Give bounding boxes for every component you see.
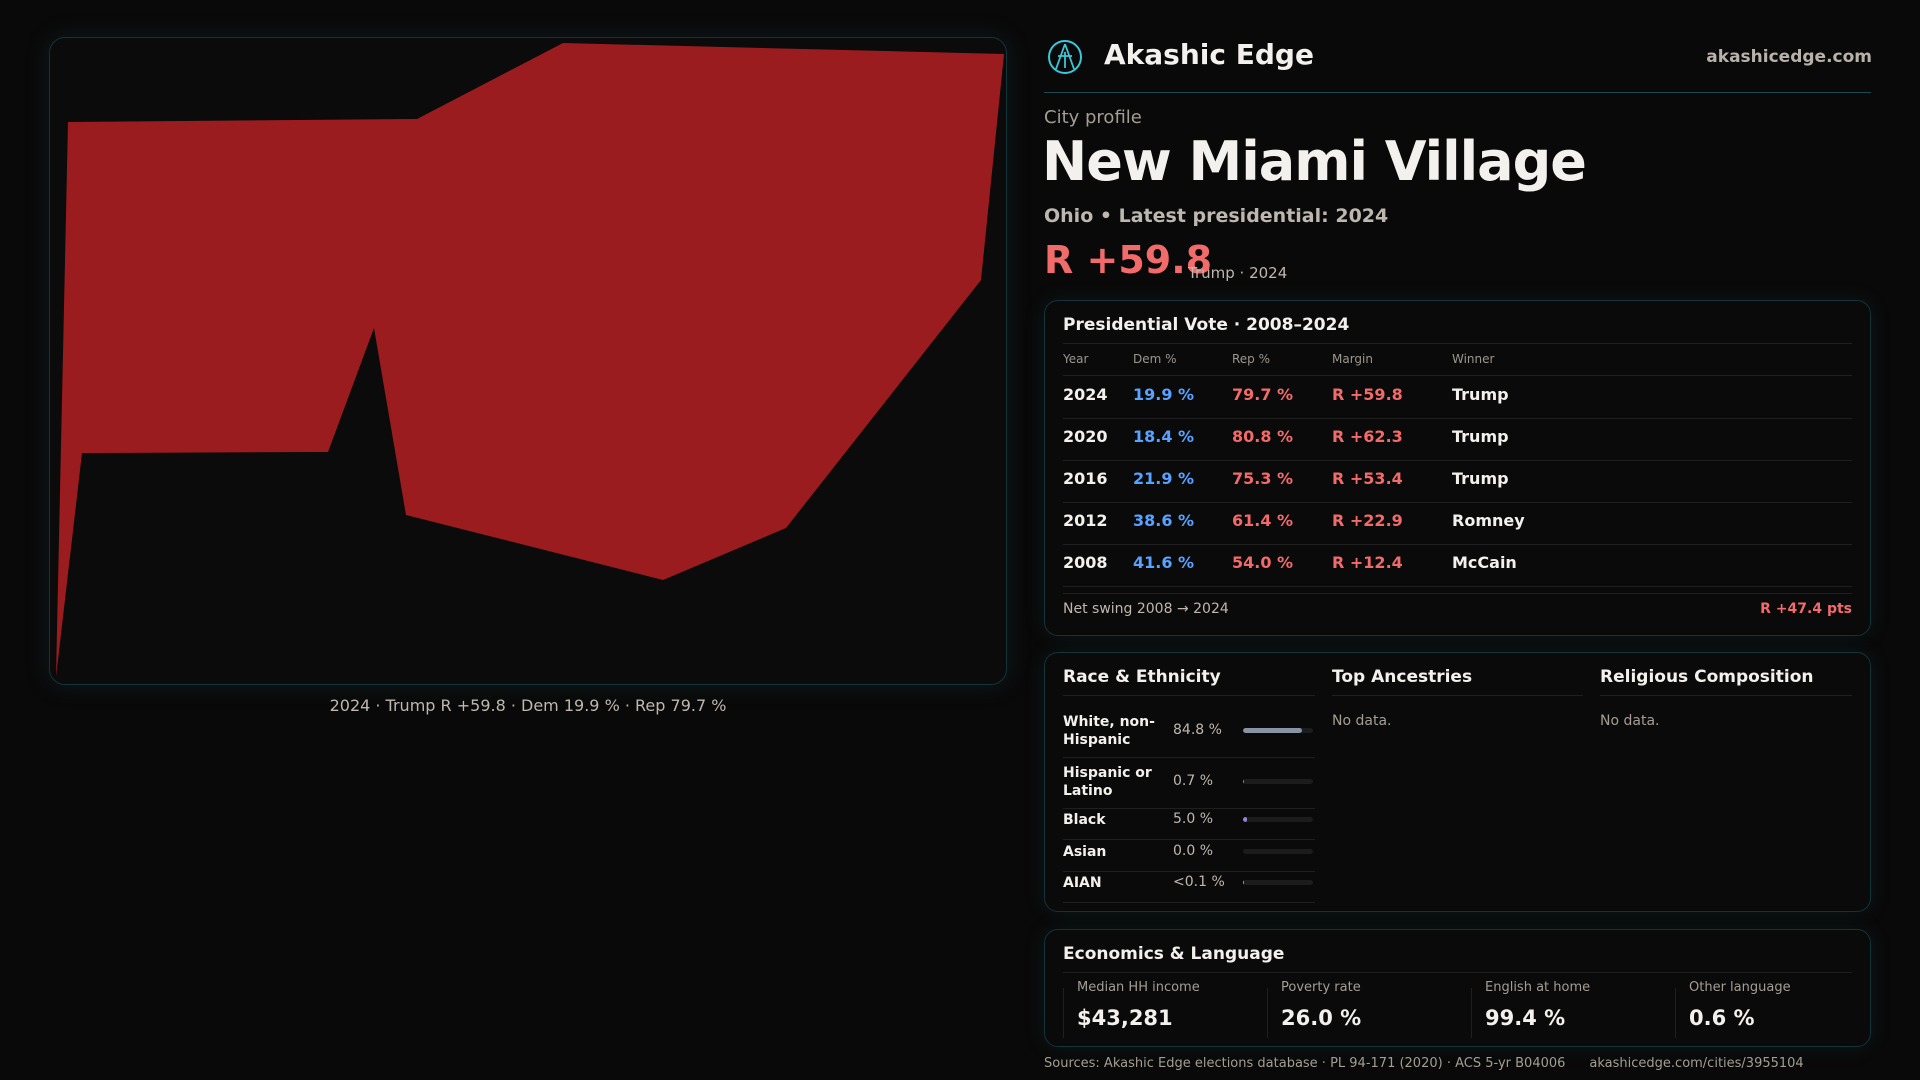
race-bar (1243, 728, 1313, 733)
presidential-vote-card: Presidential Vote · 2008–2024 Year Dem % R… (1044, 300, 1871, 636)
race-title: Race & Ethnicity (1063, 667, 1221, 687)
column-header: Rep % (1232, 352, 1271, 366)
net-swing-value: R +47.4 pts (1760, 601, 1852, 617)
table-cell: R +22.9 (1332, 511, 1403, 530)
table-cell: 80.8 % (1232, 427, 1294, 446)
header-divider (1044, 92, 1871, 93)
ancestry-title: Top Ancestries (1332, 667, 1473, 687)
table-cell: 2008 (1063, 553, 1108, 572)
econ-value: 99.4 % (1485, 1006, 1566, 1030)
table-cell: R +53.4 (1332, 469, 1403, 488)
table-cell: 18.4 % (1133, 427, 1195, 446)
table-cell: Trump (1452, 427, 1509, 446)
race-value: 5.0 % (1173, 811, 1214, 827)
city-boundary-shape (56, 43, 1004, 677)
econ-title: Economics & Language (1063, 944, 1285, 964)
table-cell: McCain (1452, 553, 1517, 572)
ancestry-empty: No data. (1332, 713, 1392, 729)
table-cell: 2024 (1063, 385, 1108, 404)
site-link[interactable]: akashicedge.com (1706, 47, 1872, 67)
table-cell: Trump (1452, 385, 1509, 404)
table-cell: 75.3 % (1232, 469, 1294, 488)
religion-title: Religious Composition (1600, 667, 1814, 687)
race-value: <0.1 % (1173, 874, 1225, 890)
econ-label: Other language (1689, 980, 1791, 995)
race-bar (1243, 779, 1313, 784)
map-caption: 2024 · Trump R +59.8 · Dem 19.9 % · Rep … (329, 696, 727, 715)
city-map[interactable] (49, 37, 1007, 685)
table-cell: 2020 (1063, 427, 1108, 446)
latest-margin-note: Trump · 2024 (1188, 264, 1288, 282)
economics-card: Economics & Language Median HH income $4… (1044, 929, 1871, 1047)
page-title: New Miami Village (1042, 130, 1587, 193)
table-cell: 2012 (1063, 511, 1108, 530)
race-value: 0.7 % (1173, 773, 1214, 789)
race-value: 0.0 % (1173, 843, 1214, 859)
table-cell: Romney (1452, 511, 1525, 530)
table-cell: 54.0 % (1232, 553, 1294, 572)
card-title: Presidential Vote · 2008–2024 (1063, 315, 1350, 335)
table-cell: 19.9 % (1133, 385, 1195, 404)
econ-value: 0.6 % (1689, 1006, 1755, 1030)
race-bar (1243, 817, 1313, 822)
page-url[interactable]: akashicedge.com/cities/3955104 (1589, 1056, 1804, 1071)
race-bar (1243, 849, 1313, 854)
econ-label: Median HH income (1077, 980, 1200, 995)
table-cell: R +59.8 (1332, 385, 1403, 404)
table-cell: 41.6 % (1133, 553, 1195, 572)
race-label: Hispanic or Latino (1063, 765, 1152, 799)
sources-note: Sources: Akashic Edge elections database… (1044, 1056, 1566, 1071)
akashic-edge-logo-icon (1048, 40, 1082, 74)
page-subtitle: Ohio • Latest presidential: 2024 (1044, 205, 1389, 227)
table-cell: 21.9 % (1133, 469, 1195, 488)
latest-margin: R +59.8 (1044, 238, 1213, 282)
religion-empty: No data. (1600, 713, 1660, 729)
table-cell: 2016 (1063, 469, 1108, 488)
column-header: Margin (1332, 352, 1373, 366)
demographics-card: Race & Ethnicity White, non-Hispanic 84.… (1044, 652, 1871, 912)
table-cell: R +12.4 (1332, 553, 1403, 572)
econ-label: English at home (1485, 980, 1591, 995)
column-header: Dem % (1133, 352, 1177, 366)
econ-label: Poverty rate (1281, 980, 1361, 995)
table-cell: Trump (1452, 469, 1509, 488)
brand-name: Akashic Edge (1104, 38, 1314, 71)
page-kicker: City profile (1044, 107, 1142, 128)
city-boundary-map (56, 43, 1004, 677)
table-cell: R +62.3 (1332, 427, 1403, 446)
net-swing-label: Net swing 2008 → 2024 (1063, 601, 1229, 617)
race-label: AIAN (1063, 875, 1102, 891)
race-label: Asian (1063, 844, 1107, 860)
econ-value: $43,281 (1077, 1006, 1173, 1030)
econ-value: 26.0 % (1281, 1006, 1362, 1030)
race-label: Black (1063, 812, 1106, 828)
table-cell: 61.4 % (1232, 511, 1294, 530)
table-cell: 79.7 % (1232, 385, 1294, 404)
column-header: Winner (1452, 352, 1495, 366)
page-footer: Sources: Akashic Edge elections database… (1044, 1056, 1871, 1071)
table-cell: 38.6 % (1133, 511, 1195, 530)
race-value: 84.8 % (1173, 722, 1222, 738)
race-bar (1243, 880, 1313, 885)
column-header: Year (1063, 352, 1089, 366)
race-label: White, non-Hispanic (1063, 714, 1155, 748)
